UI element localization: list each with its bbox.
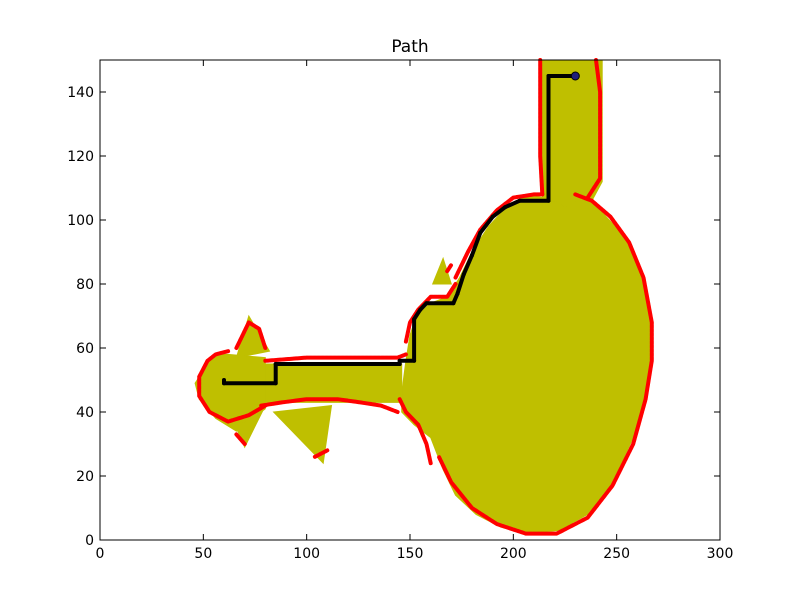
y-tick-label: 80 bbox=[76, 277, 94, 293]
boundary-segment bbox=[538, 58, 545, 197]
path-point bbox=[222, 378, 226, 382]
x-tick-label: 100 bbox=[293, 546, 320, 562]
path-point bbox=[490, 214, 495, 219]
path-point bbox=[478, 230, 483, 235]
path-point bbox=[397, 362, 402, 366]
boundary-segment bbox=[234, 320, 268, 350]
y-tick-label: 140 bbox=[67, 85, 94, 101]
x-tick-label: 0 bbox=[96, 546, 105, 562]
boundary-segment bbox=[197, 349, 268, 424]
boundary-segment bbox=[436, 192, 654, 536]
x-tick-label: 150 bbox=[397, 546, 424, 562]
boundary-segment bbox=[453, 192, 545, 280]
chart-title: Path bbox=[391, 37, 428, 57]
boundary-segment bbox=[263, 352, 408, 363]
path-point bbox=[517, 198, 522, 203]
occupied-region bbox=[194, 59, 653, 535]
path-point bbox=[503, 205, 508, 210]
region-boundary bbox=[197, 58, 654, 536]
path-point bbox=[424, 301, 429, 306]
region-fin-lower-right bbox=[272, 405, 333, 465]
y-tick-label: 0 bbox=[85, 533, 94, 549]
path-point bbox=[455, 291, 460, 296]
path-point bbox=[451, 301, 456, 306]
path-end-marker bbox=[570, 71, 580, 81]
path-point bbox=[412, 358, 417, 363]
boundary-segment bbox=[234, 432, 247, 446]
path-series bbox=[222, 71, 580, 386]
path-point bbox=[418, 307, 423, 312]
region-corridor bbox=[264, 363, 403, 403]
y-tick-label: 100 bbox=[67, 213, 94, 229]
x-tick-label: 300 bbox=[707, 546, 734, 562]
y-axis: 0 20 40 60 80 100 120 140 bbox=[67, 85, 720, 549]
path-point bbox=[461, 272, 466, 277]
boundary-segment bbox=[585, 58, 603, 200]
boundary-segment bbox=[312, 448, 330, 459]
x-tick-label: 250 bbox=[603, 546, 630, 562]
x-tick-label: 50 bbox=[194, 546, 212, 562]
y-tick-label: 20 bbox=[76, 469, 94, 485]
y-tick-label: 40 bbox=[76, 405, 94, 421]
path-point bbox=[412, 317, 417, 322]
boundary-segment bbox=[259, 397, 400, 414]
y-tick-label: 120 bbox=[67, 149, 94, 165]
path-point bbox=[273, 381, 278, 386]
path-point bbox=[222, 381, 226, 386]
region-neck bbox=[541, 59, 603, 209]
path-point bbox=[546, 198, 551, 203]
path-point bbox=[546, 74, 551, 78]
x-tick-label: 200 bbox=[500, 546, 527, 562]
boundary-segment bbox=[445, 262, 454, 274]
path-point bbox=[397, 358, 402, 363]
path-point bbox=[273, 362, 278, 366]
x-axis: 0 50 100 150 200 250 300 bbox=[96, 60, 734, 562]
y-tick-label: 60 bbox=[76, 341, 94, 357]
path-point bbox=[470, 253, 474, 258]
boundary-segment bbox=[397, 397, 433, 466]
